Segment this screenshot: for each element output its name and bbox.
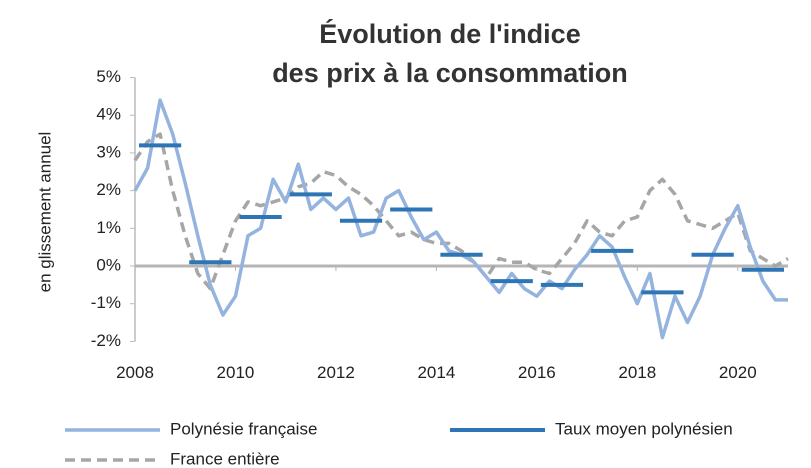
- series-line: [133, 132, 789, 291]
- y-tick-label: -1%: [91, 293, 121, 312]
- series-line: [133, 98, 788, 340]
- x-tick-label: 2008: [116, 363, 154, 382]
- legend-label: Polynésie française: [170, 419, 317, 438]
- x-tick-label: 2010: [217, 363, 255, 382]
- y-tick-label: 1%: [96, 218, 121, 237]
- y-tick-label: 4%: [96, 105, 121, 124]
- y-tick-label: 3%: [96, 142, 121, 161]
- y-tick-label: 5%: [96, 67, 121, 86]
- x-tick-label: 2018: [618, 363, 656, 382]
- x-tick-label: 2012: [317, 363, 355, 382]
- chart-title: Évolution de l'indice: [319, 18, 580, 49]
- x-tick-label: 2020: [719, 363, 757, 382]
- legend-label: France entière: [170, 449, 280, 468]
- chart-title: des prix à la consommation: [272, 58, 628, 88]
- y-axis-label: en glissement annuel: [35, 132, 54, 293]
- y-tick-label: 2%: [96, 180, 121, 199]
- legend-label: Taux moyen polynésien: [555, 419, 733, 438]
- y-tick-label: 0%: [96, 255, 121, 274]
- x-tick-label: 2016: [518, 363, 556, 382]
- x-tick-label: 2014: [417, 363, 455, 382]
- y-tick-label: -2%: [91, 331, 121, 350]
